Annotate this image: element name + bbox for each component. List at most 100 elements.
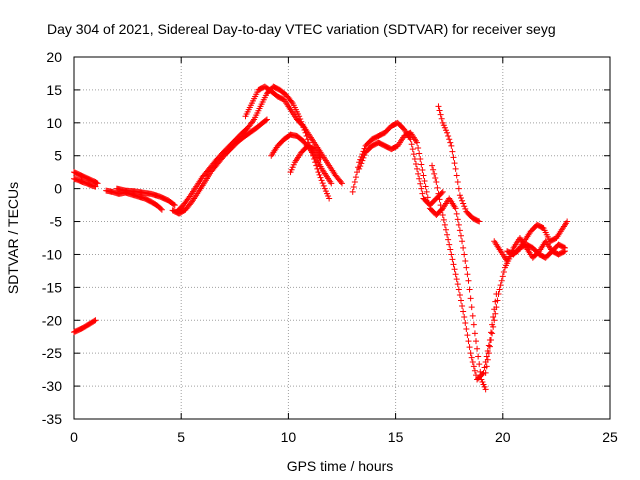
data-point	[459, 197, 466, 204]
y-tick-label: 0	[54, 181, 62, 197]
data-point	[470, 363, 477, 370]
data-point	[411, 156, 418, 163]
data-point	[473, 372, 479, 379]
data-point	[447, 246, 454, 253]
data-point	[359, 157, 366, 164]
series-arc-i	[268, 131, 335, 187]
y-tick-label: 5	[54, 148, 62, 164]
series-arc-c	[71, 317, 99, 336]
data-point	[412, 160, 419, 167]
chart-title: Day 304 of 2021, Sidereal Day-to-day VTE…	[47, 21, 556, 37]
data-point	[461, 203, 468, 210]
data-point	[442, 226, 449, 233]
data-point	[415, 170, 422, 177]
x-tick-label: 15	[388, 429, 404, 445]
data-point	[431, 170, 438, 177]
data-point	[469, 312, 476, 319]
y-tick-label: 15	[46, 82, 62, 98]
data-point	[488, 337, 495, 344]
data-point	[485, 350, 492, 357]
series-arc-n	[435, 103, 483, 225]
data-point	[482, 369, 489, 376]
data-point	[453, 210, 460, 217]
y-axis-label: SDTVAR / TECUs	[5, 182, 21, 294]
data-point	[470, 321, 477, 328]
data-point	[451, 266, 458, 273]
data-point	[460, 244, 467, 251]
data-point	[450, 261, 457, 268]
data-point	[157, 205, 164, 212]
data-point	[452, 205, 459, 212]
y-tick-label: -20	[42, 312, 62, 328]
data-point	[457, 297, 464, 304]
data-point	[350, 183, 357, 190]
x-tick-label: 25	[602, 429, 618, 445]
x-tick-label: 20	[495, 429, 511, 445]
data-point	[339, 180, 345, 187]
data-point	[349, 188, 356, 195]
series-arc-m	[429, 162, 500, 383]
data-point	[356, 165, 363, 172]
data-points	[71, 83, 571, 393]
data-point	[459, 238, 466, 245]
data-point	[561, 244, 568, 251]
data-point	[451, 160, 458, 167]
data-point	[448, 142, 455, 149]
data-point	[464, 332, 471, 339]
data-point	[438, 190, 445, 197]
data-point	[454, 216, 461, 223]
y-tick-label: 10	[46, 115, 62, 131]
data-point	[485, 342, 492, 349]
data-point	[455, 221, 462, 228]
data-point	[475, 353, 482, 360]
data-point	[456, 192, 463, 199]
data-point	[476, 361, 483, 368]
data-point	[354, 169, 361, 176]
data-point	[320, 182, 327, 189]
data-point	[456, 227, 463, 234]
data-point	[446, 241, 453, 248]
data-point	[416, 150, 423, 157]
data-point	[463, 326, 470, 333]
data-point	[437, 111, 444, 118]
data-point	[360, 154, 367, 161]
data-point	[483, 353, 490, 360]
data-point	[429, 162, 436, 169]
data-point	[452, 271, 459, 278]
data-point	[357, 163, 364, 170]
data-point	[328, 180, 335, 187]
data-point	[418, 185, 425, 192]
series-arc-b	[71, 175, 99, 190]
data-point	[454, 179, 461, 186]
data-point	[416, 175, 423, 182]
data-point	[471, 367, 478, 374]
y-tick-label: -10	[42, 246, 62, 262]
data-point	[318, 177, 325, 184]
x-axis-label: GPS time / hours	[287, 458, 394, 474]
data-point	[438, 207, 445, 214]
data-point	[491, 317, 498, 324]
data-point	[479, 371, 486, 378]
data-point	[420, 172, 427, 179]
data-point	[496, 286, 503, 293]
data-point	[250, 117, 257, 124]
data-point	[444, 231, 451, 238]
series-arc-j	[287, 142, 324, 176]
data-point	[423, 188, 430, 195]
data-point	[564, 218, 571, 225]
data-point	[462, 258, 469, 265]
data-point	[453, 276, 460, 283]
data-point	[450, 154, 457, 161]
data-point	[471, 330, 478, 337]
data-point	[317, 156, 324, 163]
data-point	[361, 152, 368, 159]
data-point	[455, 185, 462, 192]
data-point	[495, 290, 502, 297]
data-point	[460, 308, 467, 315]
x-tick-label: 5	[177, 429, 185, 445]
series-arc-g	[173, 83, 333, 215]
axis-ticks: 0 5 10 15 20 25 20 15 10 5 0 -5 -10 -15 -20 -25 -30 -35	[42, 49, 618, 445]
data-point	[436, 107, 443, 114]
series-arc-q	[504, 241, 568, 261]
